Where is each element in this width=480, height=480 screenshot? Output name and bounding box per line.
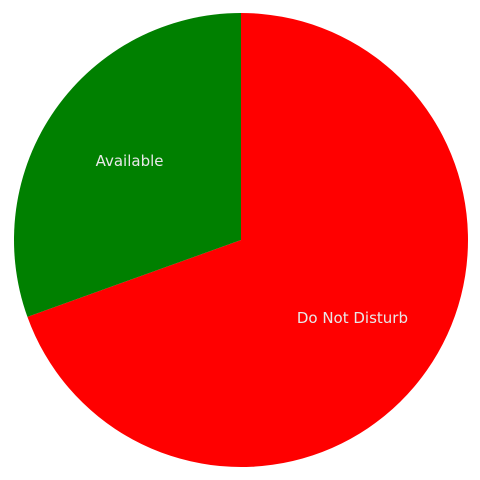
slices-layer xyxy=(14,13,468,467)
pie-slice-available xyxy=(14,13,241,317)
labels-layer: Do Not Disturb Available xyxy=(96,152,408,327)
pie-slice-do-not-disturb xyxy=(27,13,468,467)
slice-label-do-not-disturb: Do Not Disturb xyxy=(297,309,408,327)
slice-label-available: Available xyxy=(96,152,164,170)
